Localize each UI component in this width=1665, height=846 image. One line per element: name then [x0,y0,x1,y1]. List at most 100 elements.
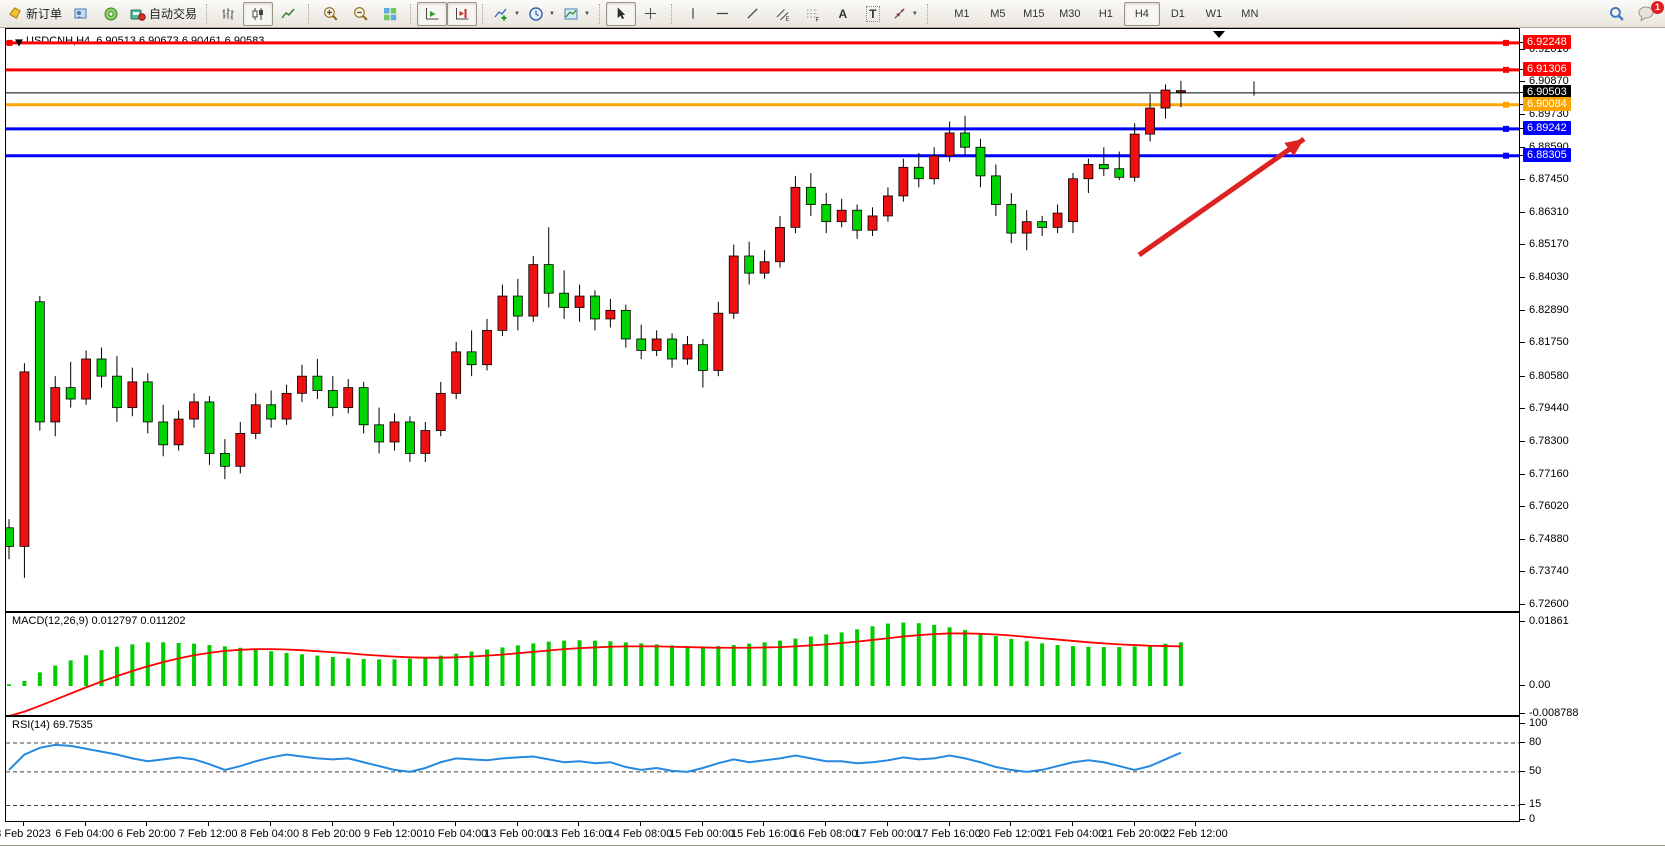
macd-label: MACD(12,26,9) 0.012797 0.011202 [12,615,186,627]
candle-body [250,404,261,434]
timeframe-h1[interactable]: H1 [1098,7,1113,20]
timeframe-m15[interactable]: M15 [1023,7,1045,20]
text-button[interactable]: A [828,2,858,26]
text-label-icon: T [866,5,880,22]
axis-tick [1520,103,1525,105]
fibonacci-icon: F [805,6,821,22]
candle-body [620,309,631,340]
timeframe-w1[interactable]: W1 [1205,7,1223,20]
horizontal-line-button[interactable] [708,2,738,26]
macd-histogram-bar [747,643,752,686]
timeframe-mn[interactable]: MN [1241,7,1259,20]
timeframe-d1[interactable]: D1 [1170,7,1185,20]
charts-list-button[interactable] [66,2,96,26]
line-handle[interactable] [1503,125,1509,132]
crosshair-button[interactable] [636,2,666,26]
timeframe-m1[interactable]: M1 [954,7,970,20]
auto-trading-icon [130,6,146,22]
macd-histogram-bar [546,641,551,686]
time-tick [269,822,271,826]
zoom-out-button[interactable] [345,2,375,26]
toolbar-separator [926,3,929,24]
time-tick [1195,822,1197,826]
periods-button[interactable] [524,2,559,26]
level-price-label: 6.92248 [1523,34,1571,49]
line-handle[interactable] [6,39,13,46]
bar-chart-button[interactable] [213,2,243,26]
tile-windows-button[interactable] [375,2,405,26]
vertical-line-button[interactable] [678,2,708,26]
axis-tick [1520,309,1525,311]
new-order-button[interactable]: 新订单 [4,2,66,26]
auto-trading-button[interactable]: 自动交易 [126,2,201,26]
candle-body [189,401,199,420]
macd-histogram-bar [22,680,27,686]
chart-shift-button[interactable] [447,1,478,26]
axis-tick [1520,277,1525,279]
axis-tick [1520,81,1525,83]
macd-histogram-bar [315,655,320,686]
chat-button[interactable]: 1 [1631,0,1664,26]
search-button[interactable] [1601,2,1631,26]
arrows-button[interactable] [888,2,922,26]
level-price-label: 6.91306 [1523,61,1571,76]
timeframe-m5[interactable]: M5 [990,7,1006,20]
line-handle[interactable] [1503,39,1509,46]
macd-histogram-bar [1024,641,1029,686]
macd-histogram-bar [114,646,119,686]
text-tool-icon: A [838,6,848,21]
macd-histogram-bar [731,645,736,686]
time-tick-label: 20 Feb 12:00 [977,828,1043,840]
price-chart-panel[interactable]: USDCNH,H4 6.90513 6.90673 6.90461 6.90583 [5,28,1520,612]
candle-body [1114,168,1125,178]
timeframe-h4[interactable]: H4 [1123,1,1160,26]
macd-histogram-bar [68,660,73,686]
macd-histogram-bar [885,623,890,686]
line-handle[interactable] [1503,152,1509,159]
line-chart-button[interactable] [273,2,303,26]
channel-button[interactable]: E [768,2,798,26]
price-axis[interactable]: 6.920106.908706.897306.885906.874506.863… [1520,28,1665,825]
fibonacci-button[interactable]: F [798,2,828,26]
macd-histogram-bar [870,626,875,686]
time-axis[interactable]: 3 Feb 2023 6 Feb 04:00 6 Feb 20:00 7 Feb 12… [0,822,1520,845]
trendline-button[interactable] [738,2,768,26]
macd-tick-label: 0.00 [1529,679,1551,691]
templates-button[interactable] [559,2,594,26]
time-tick-label: 21 Feb 20:00 [1101,828,1167,840]
ohlc-bars-icon [220,6,236,22]
time-tick [948,822,950,826]
axis-tick [1520,41,1525,43]
candle-body [327,390,338,409]
news-button[interactable] [96,2,126,26]
macd-histogram-bar [1148,645,1153,686]
candle-body [805,186,816,205]
auto-scroll-button[interactable] [417,1,448,26]
toolbar-separator [308,3,310,24]
candle-body [96,358,107,377]
candle-body [312,375,323,391]
trend-arrow-head[interactable] [1284,139,1304,157]
macd-panel[interactable]: MACD(12,26,9) 0.012797 0.011202 [5,612,1520,716]
time-tick [886,822,888,826]
candle-body [281,392,292,420]
line-handle[interactable] [1503,66,1509,73]
axis-tick [1520,154,1525,156]
timeframe-m30[interactable]: M30 [1059,7,1081,20]
shift-end-marker-icon[interactable] [1213,31,1225,38]
line-handle[interactable] [1503,101,1509,108]
crosshair-icon [643,6,658,21]
text-label-button[interactable]: T [858,2,888,26]
cursor-button[interactable] [605,1,636,26]
trend-arrow[interactable] [1137,136,1306,258]
macd-histogram-bar [855,629,860,686]
candlestick-chart-button[interactable] [243,1,274,26]
zoom-in-button[interactable] [315,2,345,26]
candle-body [389,421,400,443]
rsi-panel[interactable]: RSI(14) 69.7535 [5,716,1520,822]
price-tick-label: 6.72600 [1529,598,1569,611]
indicators-button[interactable] [489,2,524,26]
candle-body [204,401,215,454]
candle-body [297,375,307,394]
macd-histogram-bar [1055,645,1060,686]
